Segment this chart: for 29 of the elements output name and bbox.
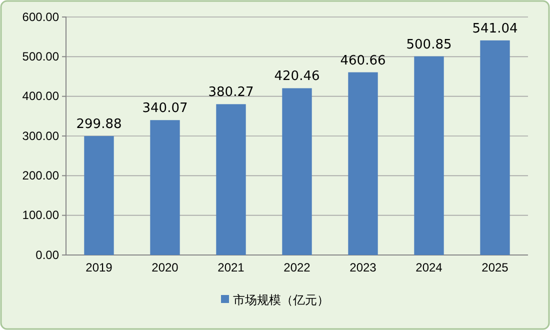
bar (150, 120, 180, 255)
y-tick-label: 400.00 (22, 89, 60, 104)
bar (414, 56, 444, 255)
data-label: 380.27 (208, 85, 254, 100)
data-label: 340.07 (142, 101, 188, 116)
data-label: 460.66 (340, 53, 386, 68)
bar (282, 88, 312, 255)
x-tick-label: 2019 (86, 260, 113, 275)
x-tick-label: 2020 (152, 260, 179, 275)
bar (84, 136, 114, 255)
x-tick-label: 2025 (482, 260, 509, 275)
y-tick-label: 600.00 (22, 10, 60, 24)
legend-label: 市场规模（亿元） (233, 293, 329, 307)
data-label: 420.46 (274, 69, 320, 84)
y-tick-label: 300.00 (22, 128, 60, 143)
x-tick-label: 2021 (218, 260, 245, 275)
x-tick-label: 2023 (350, 260, 377, 275)
y-tick-label: 100.00 (22, 208, 60, 222)
x-tick-label: 2022 (284, 260, 311, 275)
y-tick-label: 200.00 (22, 168, 60, 183)
y-tick-label: 500.00 (22, 50, 60, 64)
bar (348, 72, 378, 255)
data-label: 299.88 (76, 117, 122, 132)
data-label: 500.85 (406, 37, 452, 52)
bar (216, 104, 246, 255)
bar (480, 40, 510, 255)
y-tick-label: 0.00 (36, 248, 60, 262)
x-tick-label: 2024 (416, 260, 443, 275)
data-label: 541.04 (472, 21, 518, 36)
